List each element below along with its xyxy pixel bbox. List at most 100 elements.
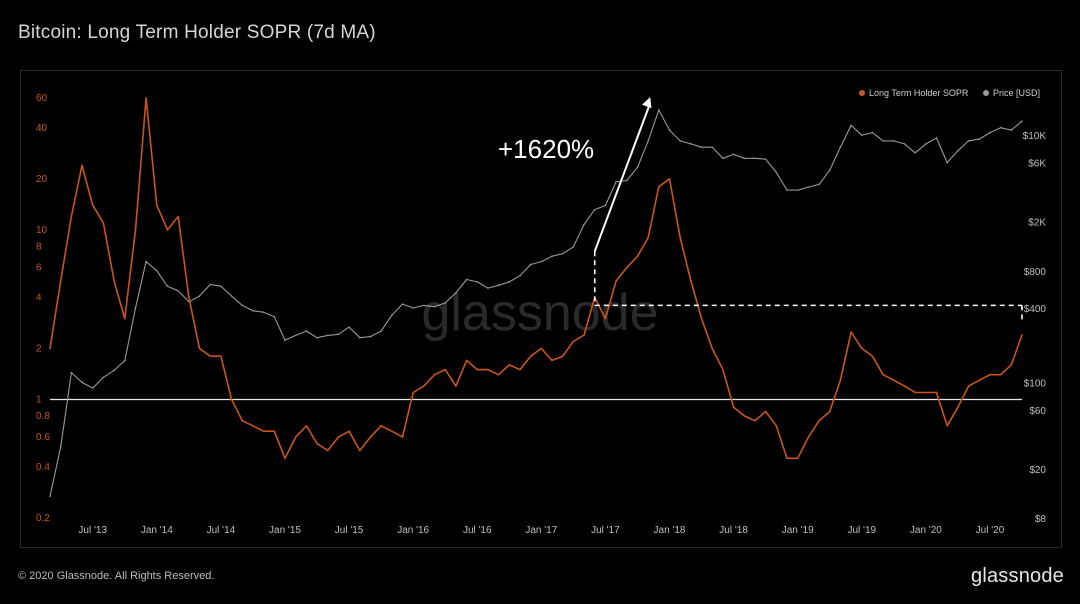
price-point: [561, 252, 564, 255]
sopr-point: [412, 391, 414, 394]
x-axis-tick: Jan '16: [397, 525, 429, 536]
price-point: [284, 339, 286, 341]
left-axis-tick: 0.8: [36, 411, 50, 422]
price-point: [401, 303, 404, 305]
sopr-point: [519, 368, 521, 371]
sopr-point: [551, 359, 553, 362]
price-point: [305, 330, 308, 332]
price-point: [604, 204, 607, 207]
sopr-point: [252, 424, 254, 427]
price-point: [252, 309, 254, 312]
x-axis-tick: Jan '19: [782, 525, 814, 536]
price-point: [796, 189, 799, 191]
sopr-point: [722, 368, 724, 371]
sopr-point: [230, 398, 233, 401]
price-point: [262, 311, 265, 313]
sopr-point: [134, 229, 137, 231]
price-point: [828, 169, 831, 172]
sopr-point: [433, 373, 436, 376]
sopr-point: [465, 359, 468, 362]
price-point: [508, 281, 511, 283]
sopr-point: [294, 436, 297, 438]
sopr-point: [786, 457, 788, 460]
price-point: [540, 260, 543, 263]
sopr-point: [529, 355, 532, 358]
price-point: [658, 109, 660, 111]
x-axis-tick: Jan '15: [269, 525, 301, 536]
sopr-point: [839, 379, 842, 381]
price-point: [647, 140, 649, 142]
sopr-point: [658, 185, 660, 188]
sopr-point: [177, 215, 179, 218]
sopr-point: [497, 373, 500, 376]
price-point: [957, 149, 959, 152]
sopr-point: [262, 430, 265, 433]
sopr-point: [455, 385, 457, 387]
legend-swatch: [859, 90, 865, 96]
price-point: [476, 281, 479, 283]
price-point: [914, 152, 916, 154]
sopr-point: [946, 424, 949, 427]
price-point: [967, 140, 970, 142]
price-point: [123, 359, 126, 362]
sopr-point: [743, 415, 746, 417]
price-point: [391, 314, 393, 316]
sopr-point: [882, 373, 884, 376]
price-point: [893, 140, 895, 142]
price-point: [1021, 120, 1023, 122]
price-point: [775, 171, 778, 174]
price-point: [818, 183, 820, 186]
right-axis-tick: $10K: [1023, 131, 1047, 142]
sopr-point: [583, 334, 585, 336]
sopr-point: [444, 368, 447, 371]
sopr-point: [604, 317, 607, 320]
price-point: [625, 179, 628, 182]
sopr-point: [401, 436, 404, 438]
x-axis-tick: Jan '18: [654, 525, 686, 536]
price-point: [497, 284, 500, 287]
price-point: [551, 255, 553, 257]
sopr-point: [903, 385, 906, 387]
chart-frame: [20, 70, 1062, 548]
price-point: [1010, 129, 1013, 131]
price-point: [358, 336, 361, 339]
price-point: [882, 140, 884, 142]
sopr-point: [999, 373, 1002, 376]
sopr-point: [123, 317, 126, 320]
price-point: [70, 371, 73, 374]
left-axis-tick: 2: [36, 343, 42, 354]
x-axis-tick: Jul '19: [847, 525, 876, 536]
copyright-footer: © 2020 Glassnode. All Rights Reserved.: [18, 570, 215, 582]
price-point: [615, 180, 617, 183]
x-axis-tick: Jul '15: [335, 525, 364, 536]
price-point: [209, 283, 212, 286]
x-axis-tick: Jul '16: [463, 525, 492, 536]
x-axis-tick: Jan '14: [141, 525, 173, 536]
sopr-point: [81, 164, 83, 167]
x-axis-tick: Jul '20: [976, 525, 1005, 536]
sopr-point: [316, 442, 318, 445]
sopr-point: [828, 410, 831, 413]
sopr-point: [796, 457, 799, 460]
sopr-point: [871, 355, 874, 358]
price-point: [380, 330, 382, 332]
sopr-point: [380, 424, 382, 427]
price-point: [690, 143, 692, 145]
price-point: [593, 208, 596, 211]
price-point: [583, 223, 585, 226]
left-axis-tick: 0.4: [36, 462, 50, 473]
sopr-point: [860, 347, 863, 350]
price-point: [294, 334, 297, 337]
sopr-point: [957, 406, 959, 409]
price-point: [455, 292, 457, 294]
sopr-point: [711, 347, 714, 350]
sopr-point: [668, 178, 671, 180]
sopr-point: [764, 410, 767, 413]
price-point: [679, 140, 681, 142]
sopr-point: [893, 379, 895, 381]
price-point: [722, 157, 724, 160]
sopr-point: [978, 379, 981, 381]
price-point: [529, 263, 532, 266]
price-point: [754, 157, 756, 160]
right-axis-tick: $400: [1024, 304, 1047, 315]
